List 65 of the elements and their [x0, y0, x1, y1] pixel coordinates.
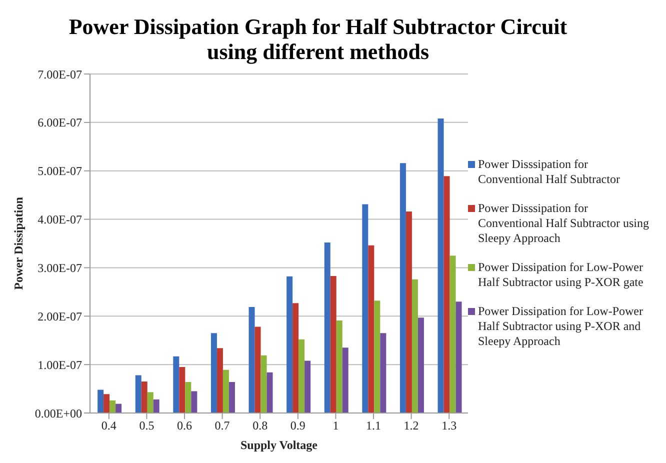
bar [444, 176, 450, 413]
chart-title: Power Dissipation Graph for Half Subtractor Circuit using different methods [68, 13, 568, 64]
y-tick-label: 5.00E-07 [38, 164, 82, 178]
bar [412, 279, 418, 413]
bar [368, 245, 374, 413]
x-axis-title: Supply Voltage [240, 438, 318, 452]
x-tick-label: 0.4 [101, 418, 116, 433]
bar [254, 326, 261, 413]
bar [116, 404, 122, 413]
legend-label: Power Disssipation for Conventional Half Subtractor [478, 157, 621, 187]
legend-label: Power Dissipation for Low-Power Half Subtractor using P-XOR and Sleepy Approach [478, 304, 644, 349]
y-tick-label: 6.00E-07 [38, 116, 82, 130]
y-tick-label: 0.00E+00 [34, 406, 82, 420]
x-tick-label: 1.3 [442, 418, 457, 433]
y-tick-label: 7.00E-07 [38, 67, 82, 82]
bar [438, 118, 444, 413]
y-tick-label: 2.00E-07 [38, 309, 82, 324]
x-tick-label: 0.8 [252, 418, 268, 433]
bar [330, 276, 336, 413]
bar [191, 391, 198, 413]
bar [298, 339, 305, 413]
bar [210, 333, 217, 413]
bar [104, 394, 110, 413]
y-tick-label: 3.00E-07 [38, 260, 82, 275]
bar [456, 302, 462, 413]
bar [185, 382, 192, 413]
y-tick-label: 4.00E-07 [38, 212, 82, 227]
bar [342, 348, 348, 413]
x-tick-label: 1.1 [366, 418, 381, 433]
x-tick-label: 0.9 [290, 418, 306, 433]
y-axis-title: Power Dissipation [11, 196, 26, 290]
bar [110, 400, 116, 413]
bar [286, 276, 293, 413]
bar [450, 256, 456, 413]
bar [179, 366, 186, 413]
bar [304, 360, 311, 413]
bar [406, 212, 412, 413]
bar [141, 382, 148, 413]
bar [380, 333, 386, 413]
bar [374, 300, 380, 413]
bar [418, 318, 424, 413]
bar [362, 204, 368, 413]
bar [135, 375, 142, 413]
bar [292, 303, 299, 413]
x-tick-label: 0.5 [139, 418, 154, 433]
legend-label: Power Dissipation for Low-Power Half Subtractor using P-XOR gate [478, 260, 644, 290]
bar [147, 392, 154, 413]
x-tick-label: 1 [332, 418, 339, 433]
bar [324, 242, 330, 413]
bar [173, 356, 180, 413]
x-tick-label: 0.6 [177, 418, 192, 433]
bar [98, 390, 104, 413]
bar [228, 382, 235, 413]
legend-label: Power Disssipation for Conventional Half Subtractor using Sleepy Approach [478, 201, 650, 246]
bar [216, 348, 223, 413]
x-tick-label: 1.2 [404, 418, 419, 433]
x-tick-label: 0.7 [214, 418, 230, 433]
bar [336, 320, 342, 413]
bar [260, 355, 267, 413]
y-tick-label: 1.00E-07 [38, 358, 82, 372]
bar [248, 306, 255, 413]
bar [266, 372, 273, 413]
bar [400, 163, 406, 413]
bar [222, 370, 229, 413]
bar [153, 399, 160, 413]
